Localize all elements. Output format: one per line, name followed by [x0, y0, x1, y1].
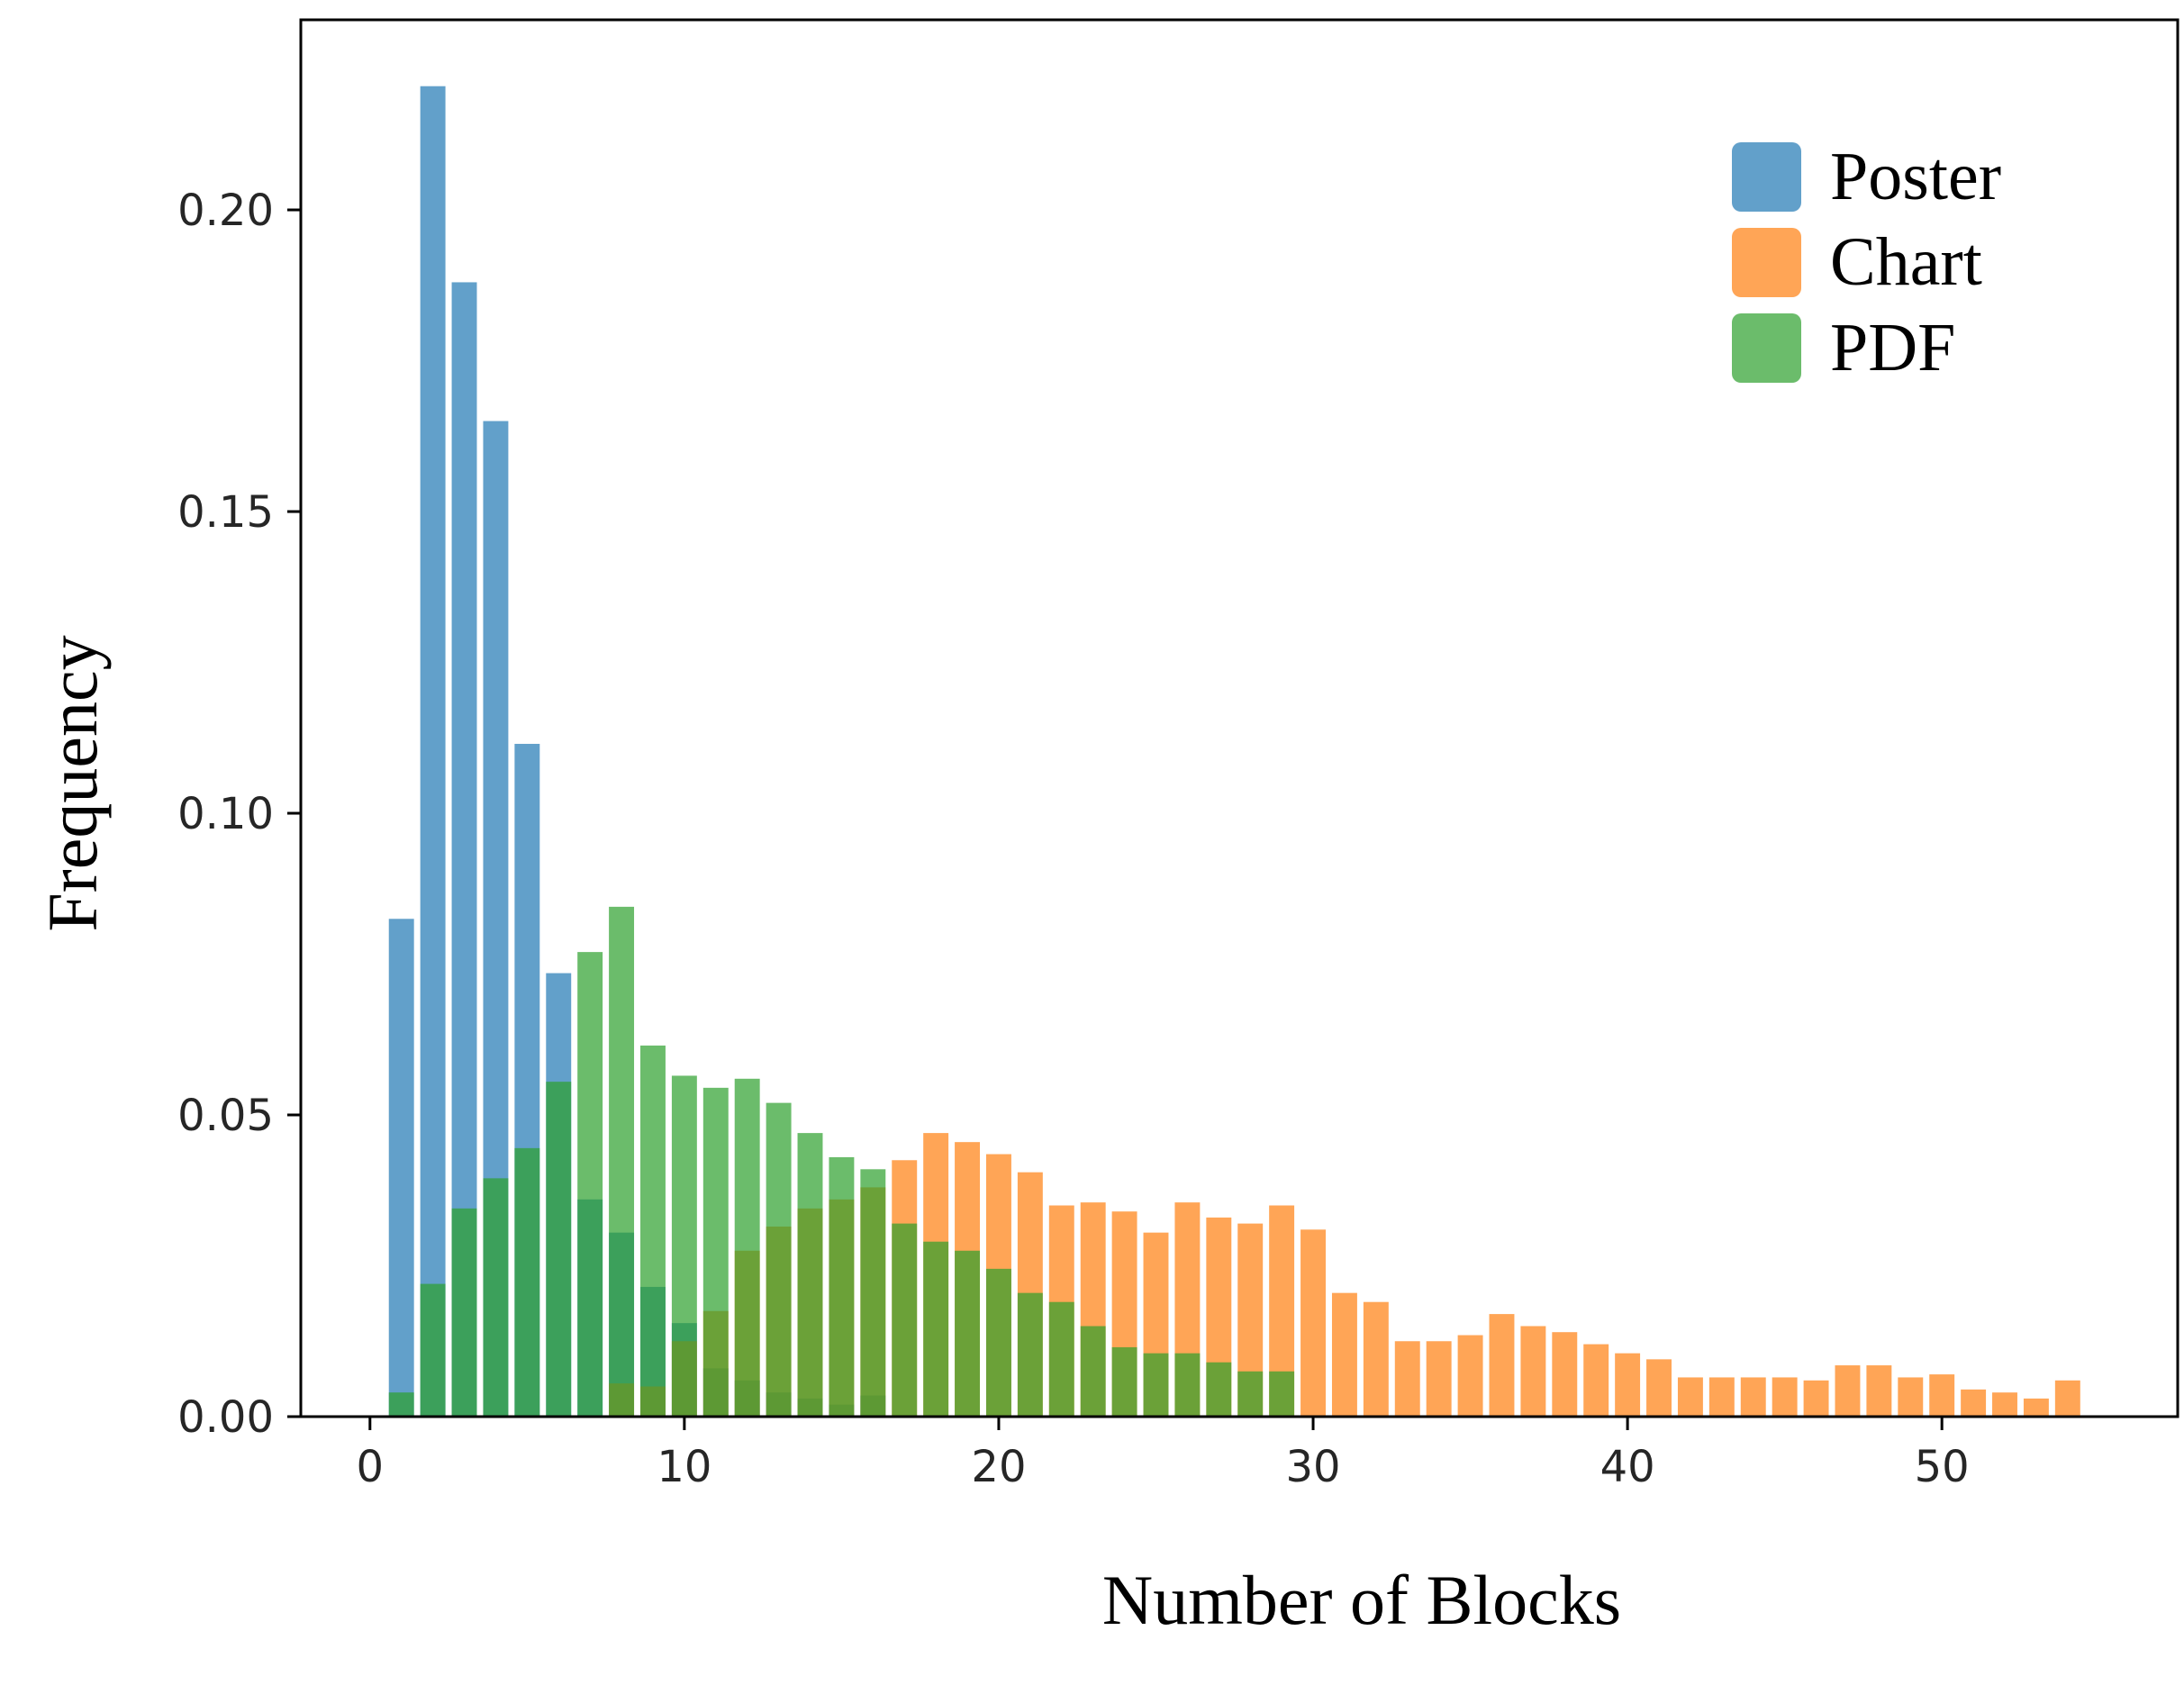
bar-pdf-2 [420, 1283, 446, 1417]
bar-chart-49 [1898, 1377, 1924, 1417]
bar-pdf-25 [1143, 1353, 1169, 1417]
bar-pdf-16 [860, 1169, 886, 1417]
bar-chart-46 [1803, 1380, 1829, 1417]
bar-pdf-17 [892, 1223, 918, 1417]
y-tick-label: 0.15 [177, 487, 274, 538]
bar-pdf-1 [388, 1392, 414, 1417]
bar-chart-31 [1331, 1292, 1357, 1417]
x-tick-label: 40 [1600, 1442, 1655, 1492]
bar-chart-52 [1992, 1392, 2017, 1417]
bar-chart-51 [1961, 1389, 1987, 1417]
bar-pdf-27 [1206, 1362, 1232, 1417]
plot-frame [299, 18, 2179, 1418]
bar-pdf-12 [734, 1078, 760, 1417]
bar-pdf-29 [1269, 1371, 1295, 1417]
x-tick-label: 10 [657, 1442, 711, 1492]
bar-pdf-21 [1017, 1292, 1043, 1417]
bar-chart-48 [1866, 1365, 1892, 1417]
bar-chart-42 [1677, 1377, 1703, 1417]
bar-pdf-22 [1048, 1301, 1074, 1417]
bars-layer [388, 86, 2080, 1418]
legend-label-pdf: PDF [1830, 310, 1955, 385]
bar-pdf-15 [829, 1156, 855, 1417]
bar-chart-30 [1300, 1229, 1326, 1417]
bar-chart-40 [1615, 1353, 1641, 1417]
legend-swatch-poster [1732, 142, 1801, 212]
legend-swatch-chart [1732, 228, 1801, 297]
bar-chart-34 [1426, 1341, 1452, 1417]
x-tick-label: 20 [971, 1442, 1026, 1492]
bar-chart-44 [1740, 1377, 1766, 1417]
y-axis-label: Frequency [33, 635, 112, 931]
bar-chart-36 [1489, 1314, 1515, 1417]
x-tick-label: 50 [1915, 1442, 1970, 1492]
bar-pdf-3 [451, 1208, 477, 1417]
bar-pdf-13 [766, 1102, 792, 1417]
legend-label-chart: Chart [1830, 224, 1982, 300]
bar-chart-50 [1929, 1374, 1955, 1417]
bar-chart-37 [1520, 1326, 1546, 1417]
bar-pdf-20 [985, 1268, 1011, 1417]
bar-chart-38 [1552, 1332, 1578, 1417]
bar-pdf-19 [955, 1250, 981, 1417]
y-tick-label: 0.10 [177, 789, 274, 839]
bar-chart-39 [1583, 1344, 1609, 1417]
x-tick-label: 30 [1285, 1442, 1340, 1492]
bar-pdf-14 [797, 1133, 823, 1417]
bar-chart-41 [1646, 1359, 1672, 1417]
bar-chart-53 [2023, 1398, 2049, 1417]
bar-chart-54 [2054, 1380, 2080, 1417]
bar-pdf-23 [1080, 1326, 1106, 1417]
bar-chart-43 [1708, 1377, 1735, 1417]
bar-pdf-10 [671, 1075, 697, 1417]
bar-pdf-8 [609, 906, 635, 1417]
legend: Poster Chart PDF [1732, 139, 2001, 385]
bar-pdf-6 [546, 1082, 572, 1417]
bar-pdf-4 [483, 1178, 509, 1417]
bar-chart-45 [1772, 1377, 1798, 1417]
ticks-layer: 0 10 20 30 40 50 0.00 0.05 0.10 0.15 0.20 [177, 186, 1970, 1492]
bar-pdf-26 [1174, 1353, 1201, 1417]
legend-label-poster: Poster [1830, 139, 2001, 214]
bar-chart-32 [1363, 1301, 1389, 1417]
bar-pdf-18 [923, 1241, 949, 1417]
y-tick-label: 0.20 [177, 186, 274, 236]
bar-poster-2 [420, 86, 446, 1418]
y-tick-label: 0.05 [177, 1091, 274, 1141]
bar-pdf-11 [702, 1087, 729, 1417]
bar-pdf-7 [577, 952, 603, 1417]
bar-pdf-28 [1237, 1371, 1264, 1417]
y-tick-label: 0.00 [177, 1392, 274, 1443]
bar-pdf-5 [514, 1147, 540, 1417]
bar-poster-1 [388, 919, 414, 1417]
bar-pdf-9 [640, 1045, 666, 1417]
x-tick-label: 0 [357, 1442, 385, 1492]
bar-chart-33 [1394, 1341, 1420, 1417]
bar-chart-47 [1835, 1365, 1861, 1417]
bar-pdf-24 [1111, 1346, 1137, 1417]
legend-swatch-pdf [1732, 313, 1801, 383]
x-axis-label: Number of Blocks [1102, 1561, 1621, 1639]
bar-chart-35 [1457, 1335, 1483, 1417]
